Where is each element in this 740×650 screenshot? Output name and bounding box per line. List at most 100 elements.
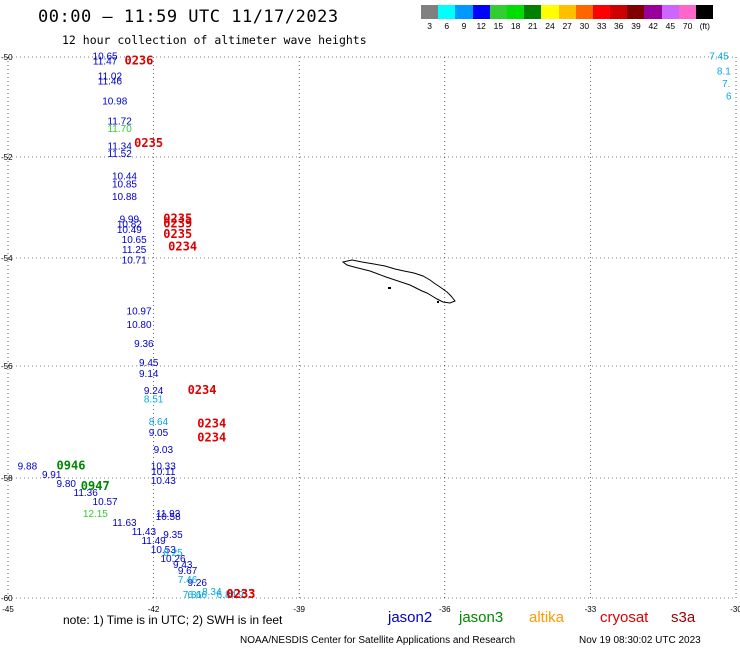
pass-time-label: 0234 (197, 431, 226, 445)
scale-swatch (592, 5, 611, 19)
south-georgia-island (341, 259, 456, 304)
lat-label: -52 (1, 153, 13, 162)
wave-height-value: 10.58 (156, 512, 181, 523)
wave-height-value: 9.05 (149, 428, 169, 439)
wave-height-value: 9.35 (163, 530, 183, 541)
wave-height-value: 9.80 (57, 479, 77, 490)
lon-label: -42 (148, 605, 160, 614)
wave-height-value: 9.67 (178, 566, 198, 577)
wave-height-value: 6.84 (217, 590, 237, 601)
axis-labels: -45 -42 -39 -36 -33 -30 -50 -52 -54 -56 -58 -60 (1, 53, 740, 614)
pass-time-label: 0239 (163, 217, 192, 231)
wave-height-value: 10.98 (102, 97, 127, 108)
wave-height-value: 6 (726, 92, 732, 103)
wave-height-value: 11.46 (98, 77, 123, 88)
scale-label: 3 (427, 21, 432, 31)
lat-label: -50 (1, 53, 13, 62)
scale-label: 45 (665, 21, 676, 31)
wave-height-value: 10.97 (127, 307, 152, 318)
footer-credit: NOAA/NESDIS Center for Satellite Applica… (240, 635, 516, 646)
scale-label: 15 (493, 21, 504, 31)
scale-label: 24 (545, 21, 555, 31)
scale-label: 12 (476, 21, 486, 31)
scale-swatch (489, 5, 507, 19)
wave-height-value: 8.64 (149, 417, 169, 428)
wave-height-value: 9.45 (139, 358, 159, 369)
scale-swatch (696, 5, 714, 19)
wave-height-value: 9.14 (139, 369, 159, 380)
wave-height-value: 11.43 (132, 527, 157, 538)
wave-height-value: 11.63 (112, 518, 137, 529)
wave-height-value: 10.82 (117, 220, 142, 231)
wave-height-value: 11.49 (141, 536, 166, 547)
wave-height-value: 7.45 (709, 52, 729, 63)
wave-height-value: 7. (722, 79, 730, 90)
scale-swatch (455, 5, 473, 19)
pass-time-label: 0236 (124, 54, 153, 68)
pass-time-labels: 0236023502350239023502340234023402340233… (57, 54, 256, 602)
scale-label: 6 (444, 21, 450, 31)
lat-label: -54 (1, 254, 13, 263)
lon-label: -39 (293, 605, 305, 614)
wave-height-value: 8.1 (717, 67, 731, 78)
lon-label: -45 (2, 605, 14, 614)
wave-height-value: 12.15 (83, 509, 108, 520)
pass-time-label: 0235 (163, 212, 192, 226)
wave-height-value: 11.02 (98, 72, 123, 83)
lon-label: -33 (585, 605, 597, 614)
scale-swatch (524, 5, 542, 19)
pass-time-label: 0234 (188, 383, 217, 397)
wave-height-value: 10.80 (127, 320, 152, 331)
legend-cryosat: cryosat (600, 609, 649, 626)
wave-height-value: 10.26 (160, 554, 185, 565)
scale-swatch (610, 5, 628, 19)
lat-label: -58 (1, 474, 13, 483)
wave-height-value: 9.91 (42, 470, 62, 481)
wave-height-value: 11.25 (122, 245, 147, 256)
scale-swatch (421, 5, 439, 19)
scale-swatch (575, 5, 593, 19)
pass-time-label: 0235 (163, 227, 192, 241)
wave-height-value: 10.33 (151, 462, 176, 473)
wave-height-value: 11.34 (107, 142, 132, 153)
map-subtitle: 12 hour collection of altimeter wave hei… (62, 33, 367, 47)
scale-swatch (506, 5, 525, 19)
wave-height-value: 10.53 (151, 545, 176, 556)
graticule (7, 56, 737, 601)
scale-label: 18 (510, 21, 521, 31)
pass-time-label: 0947 (81, 479, 110, 493)
wave-height-value: 9.03 (154, 445, 174, 456)
pass-time-label: 0946 (57, 459, 86, 473)
map-title: 00:00 – 11:59 UTC 11/17/2023 (38, 7, 339, 27)
wave-height-value: 10.43 (151, 476, 176, 487)
scale-swatch (678, 5, 696, 19)
wave-height-value: 10.57 (93, 497, 118, 508)
scale-label: (ft) (699, 21, 710, 31)
scale-swatch (644, 5, 662, 19)
legend-s3a: s3a (671, 609, 696, 626)
scale-label: 70 (682, 21, 693, 31)
scale-label: 21 (528, 21, 538, 31)
wave-height-value: 8.25 (163, 548, 183, 559)
scale-label: 30 (579, 21, 590, 31)
wave-height-value: 11.70 (107, 124, 132, 135)
lon-label: -30 (730, 605, 740, 614)
scale-label: 39 (631, 21, 641, 31)
scale-swatch (438, 5, 456, 19)
lon-label: -36 (439, 605, 451, 614)
scale-swatch (472, 5, 490, 19)
scale-label: 9 (461, 21, 467, 31)
wave-height-value: 10.44 (112, 172, 137, 183)
wave-height-value: 10.88 (112, 192, 137, 203)
legend-jason3: jason3 (459, 609, 504, 626)
wave-height-value: 10.49 (117, 225, 142, 236)
wave-height-value: 6.66 (188, 590, 208, 601)
lat-label: -56 (1, 362, 13, 371)
pass-time-label: 0234 (197, 417, 226, 431)
pass-time-label: 0234 (168, 239, 197, 253)
wave-height-value: 11.93 (156, 509, 181, 520)
wave-height-value: 9.24 (144, 386, 164, 397)
footer-timestamp: Nov 19 08:30:02 UTC 2023 (579, 635, 701, 646)
